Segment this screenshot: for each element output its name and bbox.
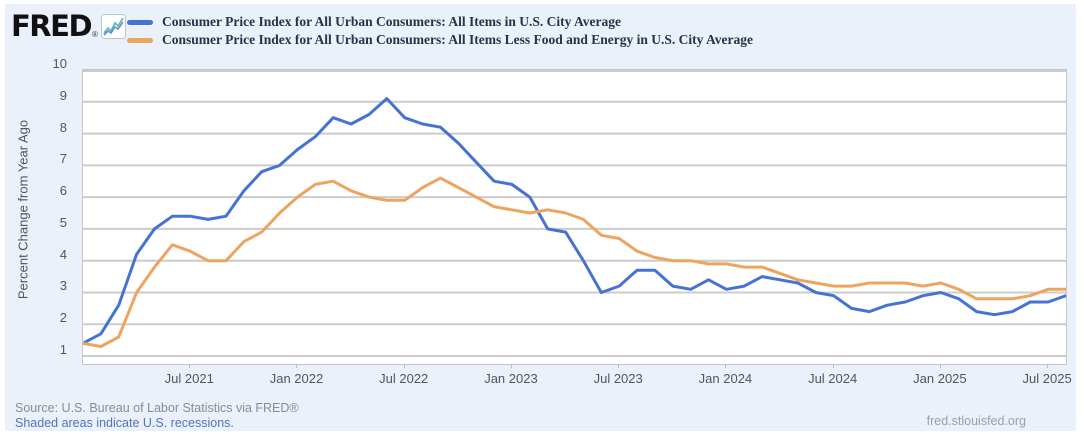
x-tick-label: Jul 2022: [379, 371, 429, 386]
y-tick-label-7: 7: [59, 151, 67, 167]
x-tick-mark: [296, 364, 298, 368]
x-tick-mark: [1047, 364, 1049, 368]
legend-label-cpi-core: Consumer Price Index for All Urban Consu…: [162, 32, 754, 47]
site-link[interactable]: fred.stlouisfed.org: [926, 414, 1026, 428]
x-tick-label: Jan 2024: [698, 371, 753, 386]
recessions-link[interactable]: Shaded areas indicate U.S. recessions.: [15, 416, 234, 430]
legend-swatch-blue: [127, 19, 153, 25]
fred-wordmark: FRED: [11, 9, 93, 43]
x-tick-mark: [510, 364, 512, 368]
x-tick-mark: [618, 364, 620, 368]
y-tick-label-5: 5: [59, 214, 67, 230]
y-tick-label-8: 8: [59, 119, 67, 135]
line-chart: [83, 70, 1066, 358]
y-tick-label-10: 10: [52, 56, 67, 71]
y-tick-label-3: 3: [59, 278, 67, 294]
legend-item-cpi-all-items: Consumer Price Index for All Urban Consu…: [127, 14, 621, 29]
x-tick-label: Jan 2022: [269, 371, 324, 386]
series-line-all-items: [83, 97, 1066, 345]
x-tick-mark: [403, 364, 405, 368]
x-tick-label: Jul 2023: [593, 371, 643, 386]
fred-graph-panel: FRED ® Consumer Price Index for All Urba…: [5, 4, 1076, 431]
fred-logo[interactable]: FRED ®: [11, 12, 126, 41]
legend-swatch-orange: [127, 37, 153, 43]
x-tick-label: Jul 2025: [1022, 371, 1072, 386]
x-tick-mark: [189, 364, 191, 368]
legend-label-cpi-all-items: Consumer Price Index for All Urban Consu…: [162, 14, 621, 29]
x-tick-mark: [939, 364, 941, 368]
series-line-core: [83, 176, 1066, 348]
y-tick-label-1: 1: [59, 342, 67, 358]
y-tick-label-6: 6: [59, 183, 67, 199]
source-note: Source: U.S. Bureau of Labor Statistics …: [15, 401, 299, 415]
x-tick-mark: [725, 364, 727, 368]
x-tick-mark: [832, 364, 834, 368]
y-tick-label-2: 2: [59, 310, 67, 326]
plot-area[interactable]: [82, 69, 1067, 365]
fred-chart-icon: [100, 14, 126, 39]
x-tick-label: Jan 2023: [484, 371, 538, 386]
x-tick-label: Jan 2025: [913, 371, 967, 386]
legend-item-cpi-core: Consumer Price Index for All Urban Consu…: [127, 32, 754, 47]
y-tick-label-9: 9: [59, 87, 67, 103]
y-tick-label-4: 4: [59, 246, 67, 262]
registered-trademark: ®: [92, 30, 98, 39]
x-tick-label: Jul 2021: [164, 371, 214, 386]
x-tick-label: Jul 2024: [808, 371, 858, 386]
